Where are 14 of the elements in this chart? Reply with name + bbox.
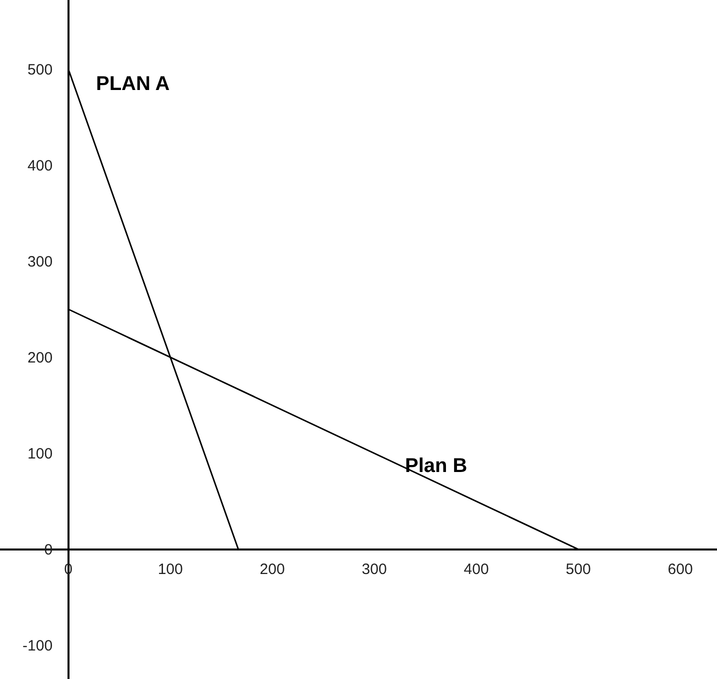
y-tick-label: 300 [28, 253, 53, 270]
x-tick-label: 200 [260, 561, 285, 578]
y-tick-label: -100 [22, 638, 53, 655]
y-tick-label: 400 [28, 157, 53, 174]
y-tick-label: 500 [28, 61, 53, 78]
x-tick-label: 500 [566, 561, 591, 578]
y-tick-label: 200 [28, 350, 53, 367]
y-tick-label: 100 [28, 446, 53, 463]
series-label: Plan B [405, 455, 468, 477]
series-label: PLAN A [96, 73, 170, 95]
x-tick-label: 100 [158, 561, 183, 578]
x-tick-label: 400 [464, 561, 489, 578]
x-tick-label: 300 [362, 561, 387, 578]
x-tick-label: 600 [668, 561, 693, 578]
